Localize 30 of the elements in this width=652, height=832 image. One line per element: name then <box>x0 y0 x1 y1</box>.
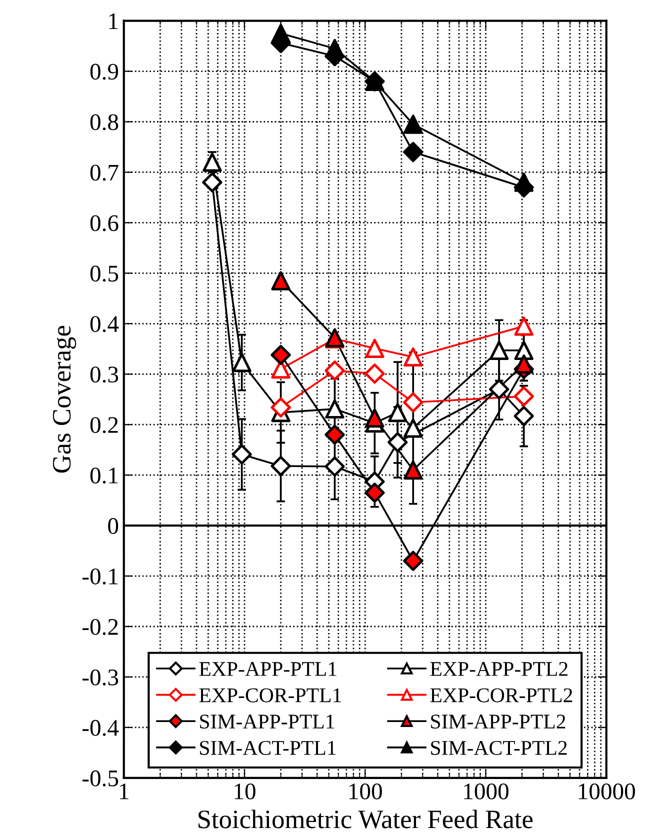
x-tick-label: 1000 <box>464 783 508 800</box>
legend-label: EXP-COR-PTL2 <box>430 688 572 702</box>
x-axis-title: Stoichiometric Water Feed Rate <box>198 810 533 828</box>
y-tick-label: 0.4 <box>90 316 119 332</box>
x-tick-label: 10 <box>234 783 256 800</box>
y-tick-label: 0.5 <box>90 266 118 282</box>
legend-label: EXP-COR-PTL1 <box>199 688 341 702</box>
y-tick-label: 0.6 <box>90 215 118 232</box>
x-tick-label: 10000 <box>578 783 635 800</box>
legend-label: SIM-APP-PTL2 <box>431 714 566 729</box>
x-tick-label: 100 <box>349 783 382 800</box>
y-tick-label: 0.3 <box>90 366 118 383</box>
y-tick-label: -0.3 <box>82 669 118 686</box>
y-tick-label: 0.1 <box>90 468 118 484</box>
y-tick-label: 0.9 <box>90 64 118 80</box>
y-tick-label: -0.4 <box>82 720 119 736</box>
legend-label: SIM-ACT-PTL1 <box>200 740 336 755</box>
legend-label: EXP-APP-PTL2 <box>430 662 568 676</box>
y-tick-label: 0 <box>108 518 118 534</box>
y-tick-label: -0.5 <box>82 770 118 786</box>
y-axis-title: Gas Coverage <box>52 326 76 473</box>
legend-label: SIM-ACT-PTL2 <box>431 740 567 755</box>
y-tick-label: -0.1 <box>82 568 118 585</box>
y-tick-label: 1 <box>109 13 118 29</box>
legend-label: SIM-APP-PTL1 <box>200 714 334 729</box>
y-tick-label: 0.8 <box>90 114 118 130</box>
legend-label: EXP-APP-PTL1 <box>199 662 336 676</box>
y-tick-label: 0.7 <box>90 164 118 181</box>
y-tick-label: 0.2 <box>90 417 118 434</box>
y-tick-label: -0.2 <box>82 618 118 636</box>
